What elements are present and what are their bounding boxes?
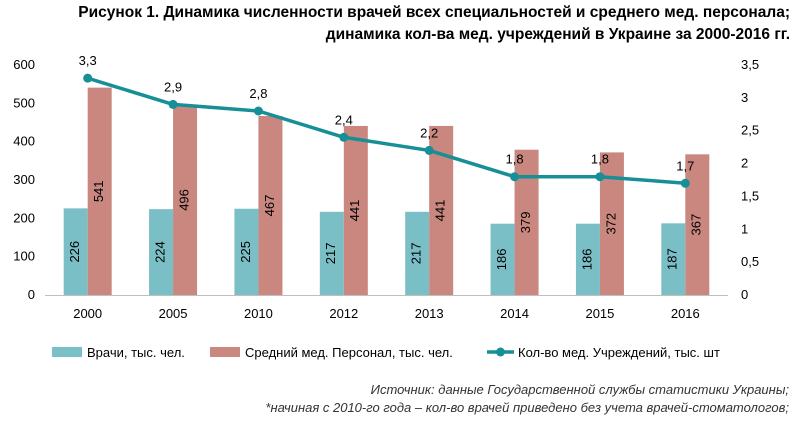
legend-marker-institutions [496, 347, 505, 357]
bar-medical-staff [87, 87, 112, 295]
line-institutions-value-label: 1,8 [506, 152, 524, 167]
y-left-tick-label: 300 [13, 172, 35, 187]
x-tick-label: 2015 [585, 306, 614, 321]
bar-medical-staff [343, 125, 368, 295]
x-tick-label: 2000 [73, 306, 102, 321]
bar-doctors-value-label: 217 [323, 243, 338, 265]
y-left-tick-label: 500 [13, 95, 35, 110]
x-tick-label: 2014 [500, 306, 529, 321]
bar-medical-staff [173, 104, 198, 295]
y-right-tick-label: 3,5 [741, 57, 759, 72]
y-left-tick-label: 400 [13, 134, 35, 149]
bar-doctors-value-label: 226 [67, 241, 82, 263]
x-tick-label: 2005 [159, 306, 188, 321]
bar-doctors [149, 209, 174, 295]
line-institutions-value-label: 3,3 [79, 53, 97, 68]
x-tick-label: 2016 [671, 306, 700, 321]
bar-doctors [405, 211, 430, 295]
legend-label-doctors: Врачи, тыс. чел. [87, 345, 185, 360]
line-institutions-value-label: 2,8 [249, 86, 267, 101]
legend-swatch-medical-staff [210, 347, 240, 357]
line-institutions-value-label: 2,2 [420, 125, 438, 140]
bar-doctors [661, 223, 686, 295]
bar-medical-staff-value-label: 367 [689, 214, 704, 236]
y-left-tick-label: 0 [28, 287, 35, 302]
x-tick-label: 2013 [415, 306, 444, 321]
chart-title: Рисунок 1. Динамика численности врачей в… [10, 2, 790, 46]
y-right-tick-label: 2 [741, 156, 748, 171]
source-note: Источник: данные Государственной службы … [9, 381, 789, 417]
bar-medical-staff-value-label: 541 [91, 180, 106, 202]
source-line-2: *начиная с 2010-го года – кол-во врачей … [265, 400, 789, 415]
bar-doctors-value-label: 225 [238, 241, 253, 263]
y-right-tick-label: 0 [741, 287, 748, 302]
bar-doctors-value-label: 224 [153, 241, 168, 263]
x-tick-label: 2012 [329, 306, 358, 321]
bar-medical-staff-value-label: 467 [262, 195, 277, 217]
y-left-tick-label: 100 [13, 249, 35, 264]
y-left-tick-label: 200 [13, 210, 35, 225]
x-tick-label: 2010 [244, 306, 273, 321]
y-right-tick-label: 2,5 [741, 123, 759, 138]
bar-medical-staff-value-label: 441 [433, 200, 448, 222]
y-right-tick-label: 3 [741, 90, 748, 105]
line-institutions-point [510, 172, 520, 182]
chart-title-line-1: Рисунок 1. Динамика численности врачей в… [78, 4, 790, 21]
bar-doctors-value-label: 217 [409, 243, 424, 265]
line-institutions-point [424, 145, 434, 155]
line-institutions-point [83, 73, 93, 83]
legend-label-institutions: Кол-во мед. Учреждений, тыс. шт [518, 345, 720, 360]
line-institutions-value-label: 2,4 [335, 112, 353, 127]
bar-doctors-value-label: 187 [665, 248, 680, 270]
y-left-tick-label: 600 [13, 57, 35, 72]
line-institutions-point [680, 178, 690, 188]
bar-medical-staff [258, 115, 283, 295]
legend-label-medical-staff: Средний мед. Персонал, тыс. чел. [245, 345, 453, 360]
bar-medical-staff-value-label: 379 [518, 212, 533, 234]
bar-medical-staff [685, 154, 710, 295]
bar-doctors [63, 208, 88, 295]
bar-doctors [490, 223, 515, 295]
bar-medical-staff [514, 149, 539, 295]
line-institutions-point [168, 99, 178, 109]
bar-doctors [575, 223, 600, 295]
bar-medical-staff-value-label: 372 [603, 213, 618, 235]
legend-swatch-doctors [52, 347, 82, 357]
y-right-tick-label: 1 [741, 221, 748, 236]
line-institutions-value-label: 1,7 [676, 158, 694, 173]
bar-medical-staff-value-label: 441 [347, 200, 362, 222]
line-institutions [87, 76, 686, 186]
source-line-1: Источник: данные Государственной службы … [370, 382, 789, 397]
y-right-tick-label: 1,5 [741, 188, 759, 203]
bar-doctors-value-label: 186 [494, 248, 509, 270]
bar-doctors [319, 211, 344, 295]
bar-medical-staff-value-label: 496 [177, 189, 192, 211]
line-institutions-value-label: 2,9 [164, 79, 182, 94]
y-right-tick-label: 0,5 [741, 254, 759, 269]
bar-doctors [234, 208, 259, 295]
chart-title-line-2: динамика кол-ва мед. учреждений в Украин… [325, 26, 790, 43]
line-institutions-value-label: 1,8 [591, 152, 609, 167]
line-institutions-point [339, 132, 349, 142]
bar-doctors-value-label: 186 [579, 248, 594, 270]
line-institutions-point [595, 172, 605, 182]
line-institutions-point [253, 106, 263, 116]
